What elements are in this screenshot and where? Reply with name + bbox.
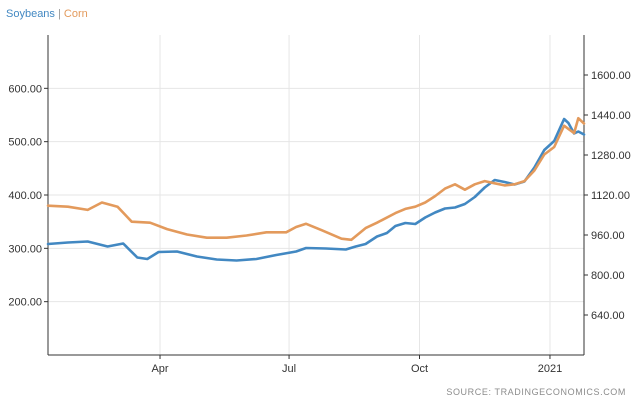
tick-label-right: 1280.00 bbox=[591, 150, 631, 162]
grid-layer bbox=[48, 35, 584, 355]
chart-legend: Soybeans | Corn bbox=[6, 8, 88, 20]
series-line-corn bbox=[46, 116, 586, 242]
tick-label-left: 400.00 bbox=[8, 190, 42, 202]
tick-label-right: 1120.00 bbox=[591, 190, 630, 202]
tick-label-right: 640.00 bbox=[591, 310, 625, 322]
series-layer bbox=[46, 116, 586, 262]
tick-label-right: 1600.00 bbox=[591, 70, 631, 82]
tick-label-left: 600.00 bbox=[8, 83, 42, 95]
tick-label-bottom: 2021 bbox=[538, 363, 562, 375]
label-layer: 200.00 300.00 400.00 500.00 600.00 640.00 800.… bbox=[8, 70, 630, 375]
tick-label-right: 800.00 bbox=[591, 270, 625, 282]
tick-label-bottom: Oct bbox=[411, 363, 428, 375]
tick-label-left: 500.00 bbox=[8, 137, 42, 149]
legend-soybeans[interactable]: Soybeans bbox=[6, 8, 55, 20]
tick-label-left: 200.00 bbox=[8, 297, 42, 309]
tick-label-bottom: Jul bbox=[282, 363, 296, 375]
series-line-soybeans bbox=[46, 117, 586, 262]
axis-layer bbox=[44, 35, 588, 359]
source-credit: SOURCE: TRADINGECONOMICS.COM bbox=[446, 387, 626, 397]
tick-label-left: 300.00 bbox=[8, 243, 42, 255]
tick-label-bottom: Apr bbox=[151, 363, 168, 375]
tick-label-right: 960.00 bbox=[591, 230, 625, 242]
legend-separator: | bbox=[58, 8, 61, 20]
tick-label-right: 1440.00 bbox=[591, 110, 631, 122]
legend-corn[interactable]: Corn bbox=[63, 8, 88, 20]
